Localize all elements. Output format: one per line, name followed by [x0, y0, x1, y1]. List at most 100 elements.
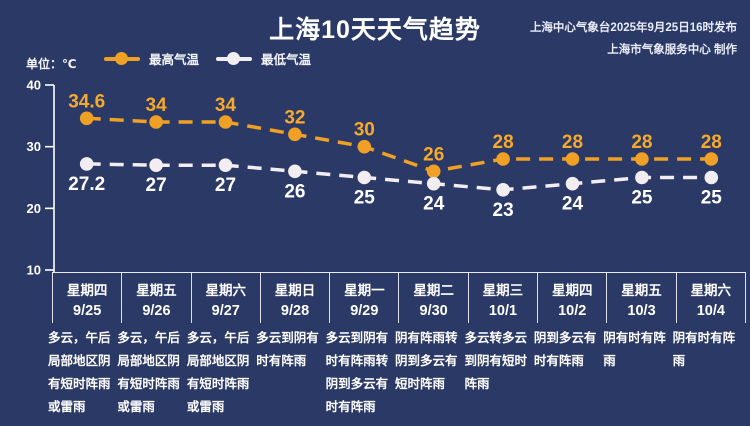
min-temp-point — [79, 157, 94, 171]
day-column: 星期二 9/30 — [398, 273, 467, 323]
day-column: 星期六 9/27 — [190, 273, 260, 323]
date-label: 10/3 — [627, 303, 656, 319]
max-temp-label: 34 — [146, 95, 168, 116]
max-temp-label: 32 — [284, 107, 305, 128]
weekday-label: 星期日 — [274, 283, 316, 298]
max-temp-label: 28 — [493, 132, 514, 153]
page-title: 上海10天天气趋势 — [269, 16, 481, 44]
max-temp-point — [426, 164, 441, 179]
max-temp-label: 30 — [354, 120, 375, 141]
weather-description: 阴有时有阵雨 — [603, 331, 666, 368]
min-temp-label: 25 — [354, 188, 376, 209]
day-header-row: 星期四 9/25 星期五 9/26 星期六 9/27 星期日 9/28 星期一 9/29 星期二 9/… — [52, 272, 746, 323]
min-temp-label: 24 — [562, 194, 584, 215]
min-temp-point — [357, 170, 372, 185]
weather-description: 多云到阴有时有阵雨 — [256, 331, 319, 368]
weather-description: 阴有阵雨转阴到多云有短时阵雨 — [395, 331, 458, 391]
day-column: 星期三 10/1 — [467, 273, 537, 323]
weekday-label: 星期二 — [413, 283, 454, 298]
min-temp-label: 27.2 — [68, 174, 105, 195]
weekday-label: 星期六 — [690, 283, 732, 298]
weekday-label: 星期五 — [621, 283, 662, 298]
source-line-1: 上海中心气象台2025年9月25日16时发布 — [529, 22, 737, 34]
min-temp-label: 27 — [215, 175, 236, 196]
source-info: 上海中心气象台2025年9月25日16时发布 上海市气象服务中心 制作 — [530, 17, 737, 61]
min-temp-point — [149, 158, 163, 172]
min-temp-point — [635, 170, 649, 185]
y-axis-tick-label: 20 — [27, 201, 41, 216]
min-temp-label: 24 — [423, 194, 445, 215]
weekday-label: 星期五 — [136, 283, 177, 298]
min-temp-label: 23 — [493, 200, 514, 221]
date-label: 9/29 — [350, 303, 379, 319]
legend-label-min-temp: 最低气温 — [261, 53, 312, 67]
date-label: 9/25 — [73, 303, 102, 319]
max-temp-point — [565, 152, 580, 166]
max-temp-point — [288, 127, 302, 142]
min-temp-point — [218, 158, 233, 172]
weather-description: 阴到多云有时有阵雨 — [533, 331, 597, 368]
max-temp-label: 28 — [701, 132, 722, 153]
min-temp-point — [496, 183, 510, 197]
day-column: 星期日 9/28 — [259, 273, 329, 323]
source-line-2: 上海市气象服务中心 制作 — [607, 44, 737, 56]
max-temp-label: 28 — [562, 132, 583, 153]
weather-description: 阴有时有阵雨 — [672, 331, 736, 368]
weekday-label: 星期六 — [205, 283, 246, 298]
date-label: 9/28 — [280, 303, 310, 319]
min-temp-point — [288, 164, 302, 179]
day-column: 星期六 10/4 — [675, 273, 746, 323]
max-temp-line — [86, 116, 712, 174]
legend-item-max-temp: 最高气温 — [104, 49, 199, 68]
max-temp-label: 26 — [423, 144, 444, 165]
date-label: 10/4 — [696, 303, 725, 319]
temperature-chart: 40 30 20 10 34.6 34 34 32 30 26 28 28 28 28 27.2 27 27 26… — [27, 78, 723, 278]
date-label: 9/26 — [142, 303, 171, 319]
y-axis-tick-label: 10 — [27, 263, 41, 278]
max-temp-label: 34 — [215, 95, 237, 116]
date-label: 10/1 — [488, 303, 518, 319]
legend-label-max-temp: 最高气温 — [149, 53, 200, 67]
weekday-label: 星期一 — [344, 283, 385, 298]
min-temp-label: 26 — [284, 181, 305, 202]
min-temp-line — [86, 162, 712, 192]
y-axis-tick-label: 30 — [27, 139, 41, 154]
max-temp-label: 28 — [631, 132, 652, 153]
day-column: 星期四 10/2 — [537, 273, 606, 323]
weekday-label: 星期三 — [482, 283, 524, 298]
min-temp-label: 25 — [701, 188, 723, 209]
min-temp-point — [565, 176, 580, 191]
day-column: 星期一 9/29 — [329, 273, 398, 323]
max-temp-label: 34.6 — [68, 91, 105, 112]
weather-description: 多云，午后局部地区阴有短时阵雨或雷雨 — [186, 331, 250, 414]
date-label: 9/27 — [211, 303, 240, 319]
max-temp-point — [357, 139, 372, 154]
weather-description: 多云，午后局部地区阴有短时阵雨或雷雨 — [117, 331, 180, 414]
weather-description: 多云转多云到阴有短时阵雨 — [464, 331, 527, 391]
min-temp-label: 25 — [631, 188, 653, 209]
min-temp-legend-marker-icon — [216, 52, 252, 66]
min-temp-point — [704, 170, 719, 185]
day-column: 星期四 9/25 — [52, 273, 121, 323]
legend-item-min-temp: 最低气温 — [216, 49, 311, 68]
y-axis-tick-label: 40 — [27, 78, 41, 93]
max-temp-point — [149, 115, 163, 129]
max-temp-legend-marker-icon — [104, 52, 140, 66]
weekday-label: 星期四 — [66, 283, 108, 298]
max-temp-point — [218, 115, 233, 129]
min-temp-label: 27 — [146, 175, 167, 196]
max-temp-point — [704, 152, 719, 166]
date-label: 10/2 — [558, 303, 587, 319]
weekday-label: 星期四 — [551, 283, 593, 298]
unit-label: 单位：℃ — [26, 57, 77, 71]
min-temp-point — [426, 176, 441, 191]
weather-description: 多云，午后局部地区阴有短时阵雨或雷雨 — [48, 331, 111, 414]
max-temp-point — [635, 152, 649, 166]
max-temp-point — [496, 152, 510, 166]
day-column: 星期五 9/26 — [121, 273, 190, 323]
day-column: 星期五 10/3 — [606, 273, 675, 323]
date-label: 9/30 — [419, 303, 448, 319]
weather-description: 多云到阴有时有阵雨转阴到多云有时有阵雨 — [325, 331, 389, 414]
max-temp-point — [79, 111, 94, 126]
